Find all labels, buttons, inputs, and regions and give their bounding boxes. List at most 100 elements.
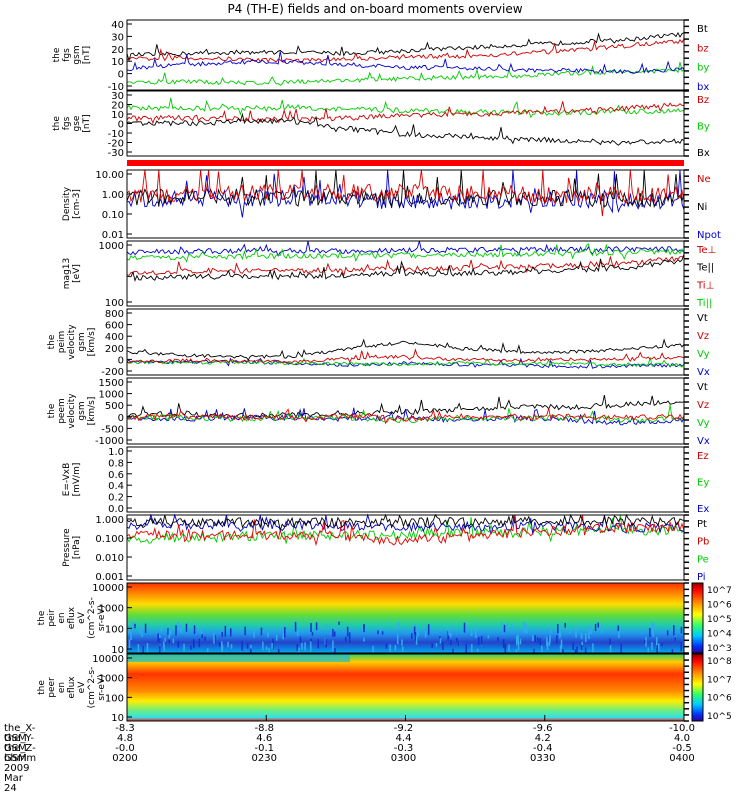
y-label-line: gsm [77,332,87,351]
y-tick-label: 1500 [99,378,124,389]
colorbar-label: 10^6 [707,601,732,611]
y-axis-label: the fgs gsm [nT] [52,45,92,64]
legend-Vt: Vt [697,382,708,393]
spec-pixel [471,644,473,653]
spec-pixel [272,638,274,650]
colorbar-label: 10^7 [707,586,732,596]
spec-pixel [324,638,327,645]
spec-pixel [177,641,180,648]
spec-pixel [177,621,179,628]
y-tick-label: -30 [108,148,124,159]
spec-pixel [643,640,646,644]
spec-pixel [128,639,131,650]
spec-pixel [164,637,166,642]
spec-pixel [548,635,551,647]
series-Ne [126,169,685,217]
y-axis-label: the peer en eflux eV (cm^2-s-sr-eV) [37,667,107,709]
series-By [126,97,685,119]
spec-pixel [190,645,192,650]
panel-peir-spec: 10000 1000 100 10 the peir en eflux eV (cm^2-s-sr… [37,582,732,661]
y-tick-label: 10000 [92,583,124,594]
spec-pixel [185,623,188,632]
spec-pixel [620,643,622,655]
colorbar-label: 10^4 [707,630,732,640]
series-bx [126,51,685,75]
footer-date: 2009 Mar 24 [4,763,30,794]
spec-pixel [517,634,519,643]
spec-pixel [198,638,201,647]
y-tick-label: 0.01 [102,230,124,241]
y-tick-label: 0 [118,413,124,424]
spec-pixel [332,629,334,637]
series-Te_perp [126,255,685,277]
y-tick-label: 0.6 [108,470,124,481]
spec-pixel [377,630,379,635]
series-Ni [126,169,685,209]
colorbar-label: 10^3 [707,644,732,654]
spec-pixel [609,644,612,656]
spec-pixel [214,634,216,644]
legend-Bt: Bt [697,24,708,35]
y-tick-label: 20 [111,101,124,112]
ion-spectrogram [127,583,684,653]
y-label-line: eV [77,681,87,694]
spec-pixel [325,639,327,648]
spec-pixel [597,622,600,628]
spec-pixel [175,625,177,636]
spec-pixel [601,625,603,634]
y-tick-label: -20 [108,139,124,150]
spec-pixel [128,625,130,634]
page-title: P4 (TH-E) fields and on-board moments ov… [227,2,523,16]
spec-pixel [649,628,651,638]
legend-Vx: Vx [697,436,710,447]
spec-pixel [497,637,499,642]
panel-frame [126,240,685,307]
spec-band [127,654,350,663]
legend-Vy: Vy [697,418,710,429]
spec-pixel [424,630,427,638]
spec-pixel [439,638,442,644]
y-label-line: (cm^2-s- [87,597,97,639]
y-tick-label: 1.0 [108,447,124,458]
y-tick-label: 10 [111,645,124,656]
legend-Ey: Ey [697,478,709,489]
y-tick-label: -10 [108,82,124,93]
spec-pixel [296,629,299,636]
spec-pixel [169,630,172,635]
y-label-line: peim [57,331,67,354]
spec-pixel [456,638,458,642]
spec-pixel [348,632,351,643]
panel-efield: 1.00.80.60.40.20.0 E=-VxB [mV/m] Ez Ey Ex [62,446,709,515]
spec-pixel [200,627,203,635]
spec-pixel [299,636,302,643]
spec-pixel [224,625,227,637]
spec-pixel [592,643,594,655]
spec-pixel [172,638,175,644]
legend-Npot: Npot [697,230,721,241]
series-Ti_par [126,243,685,263]
colorbar-label: 10^7 [707,675,732,685]
spec-pixel [250,644,252,649]
panel-frame [126,514,685,581]
spec-pixel [389,644,391,655]
spec-pixel [311,632,314,636]
y-tick-label: 0.4 [108,481,124,492]
spec-pixel [344,636,347,642]
spec-pixel [157,633,159,642]
y-tick-label: -1000 [95,436,124,447]
y-label-line: gsm [77,401,87,420]
footer-value: -0.3 [393,743,414,754]
footer-value: 4.6 [256,733,273,744]
y-tick-label: 10000 [92,654,124,665]
y-label-line: [nT] [82,114,92,132]
spec-pixel [317,639,320,649]
y-label-line: velocity [67,324,77,360]
spec-pixel [580,635,583,640]
legend-Vz: Vz [697,331,709,342]
spec-pixel [504,647,506,657]
footer-value: -0.5 [672,743,692,754]
y-axis-label: Pressure [nPa] [62,528,82,567]
footer-row-label: the_X-GSM [4,723,36,744]
y-label-line: en [57,682,67,693]
